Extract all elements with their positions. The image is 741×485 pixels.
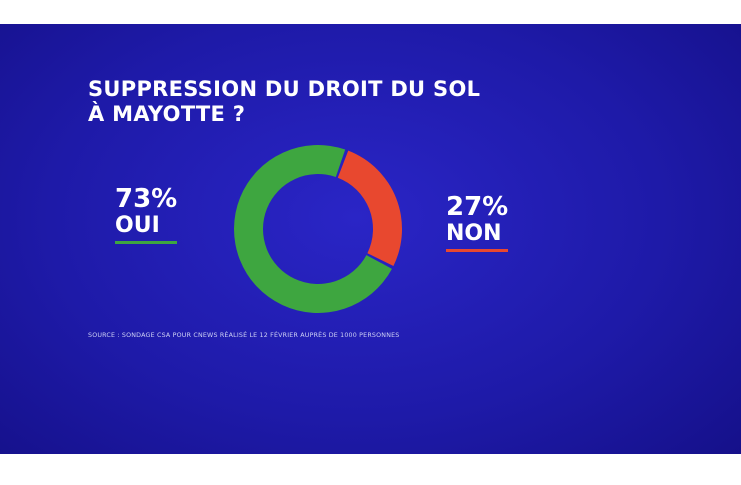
chart-title-line-1: SUPPRESSION DU DROIT DU SOL bbox=[88, 77, 481, 101]
source-note: SOURCE : SONDAGE CSA POUR CNEWS RÉALISÉ … bbox=[88, 332, 400, 339]
stat-non: 27% NON bbox=[446, 192, 509, 252]
broadcast-graphic: SUPPRESSION DU DROIT DU SOL À MAYOTTE ? … bbox=[0, 24, 741, 454]
chart-title: SUPPRESSION DU DROIT DU SOL À MAYOTTE ? bbox=[88, 77, 480, 127]
donut-slice-non bbox=[337, 150, 402, 266]
stat-oui: 73% OUI bbox=[115, 184, 178, 244]
donut-chart bbox=[234, 145, 402, 313]
non-underline bbox=[446, 249, 509, 252]
non-label: NON bbox=[446, 221, 502, 246]
oui-label: OUI bbox=[115, 213, 160, 238]
oui-percent: 73% bbox=[115, 184, 178, 214]
chart-title-line-2: À MAYOTTE ? bbox=[88, 102, 246, 126]
non-percent: 27% bbox=[446, 192, 509, 222]
oui-underline bbox=[115, 241, 178, 244]
donut-slice-oui bbox=[234, 145, 392, 313]
